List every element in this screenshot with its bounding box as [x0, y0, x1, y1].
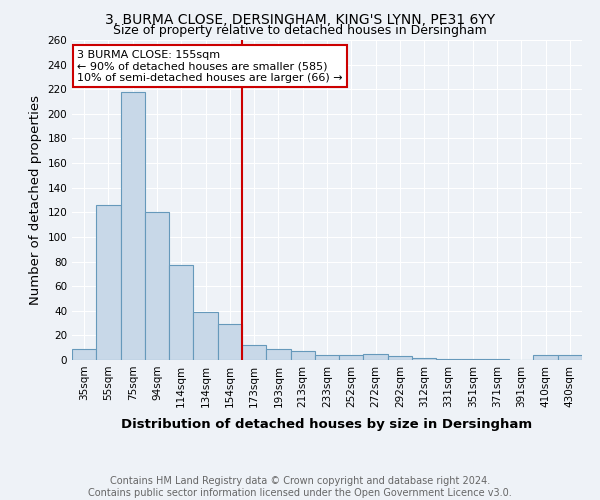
- Bar: [242, 345, 266, 360]
- Bar: [315, 355, 339, 360]
- Bar: [485, 359, 509, 360]
- Text: 3 BURMA CLOSE: 155sqm
← 90% of detached houses are smaller (585)
10% of semi-det: 3 BURMA CLOSE: 155sqm ← 90% of detached …: [77, 50, 343, 83]
- Bar: [339, 355, 364, 360]
- Bar: [436, 359, 461, 360]
- Y-axis label: Number of detached properties: Number of detached properties: [29, 95, 42, 305]
- Bar: [388, 356, 412, 360]
- Text: Size of property relative to detached houses in Dersingham: Size of property relative to detached ho…: [113, 24, 487, 37]
- Bar: [364, 354, 388, 360]
- Bar: [290, 352, 315, 360]
- Bar: [96, 205, 121, 360]
- Text: Contains HM Land Registry data © Crown copyright and database right 2024.
Contai: Contains HM Land Registry data © Crown c…: [88, 476, 512, 498]
- Bar: [412, 358, 436, 360]
- Bar: [266, 349, 290, 360]
- Bar: [533, 355, 558, 360]
- Text: 3, BURMA CLOSE, DERSINGHAM, KING'S LYNN, PE31 6YY: 3, BURMA CLOSE, DERSINGHAM, KING'S LYNN,…: [105, 12, 495, 26]
- Bar: [169, 265, 193, 360]
- Bar: [121, 92, 145, 360]
- X-axis label: Distribution of detached houses by size in Dersingham: Distribution of detached houses by size …: [121, 418, 533, 431]
- Bar: [72, 349, 96, 360]
- Bar: [145, 212, 169, 360]
- Bar: [558, 355, 582, 360]
- Bar: [218, 324, 242, 360]
- Bar: [461, 359, 485, 360]
- Bar: [193, 312, 218, 360]
